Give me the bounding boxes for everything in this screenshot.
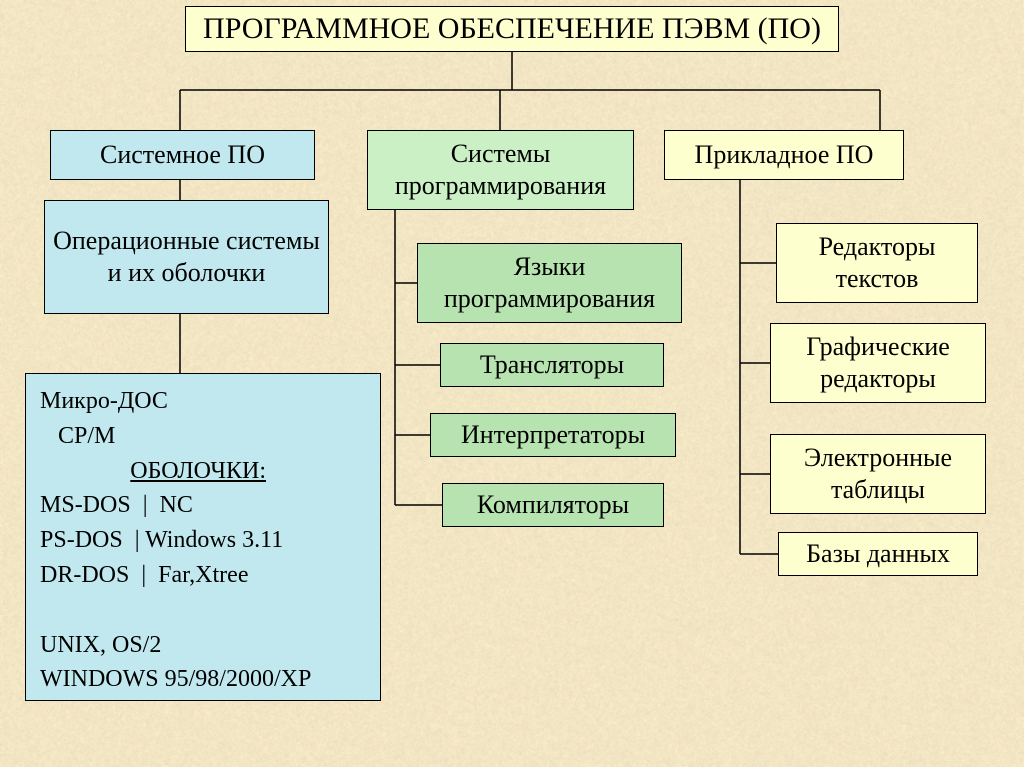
node-grafedit-label: Графические редакторы	[771, 331, 985, 396]
node-app-label: Прикладное ПО	[665, 139, 903, 172]
node-os-label: Операционные системы и их оболочки	[45, 225, 328, 290]
details-line-8: WINDOWS 95/98/2000/XP	[40, 662, 366, 697]
node-textedit: Редакторы текстов	[776, 223, 978, 303]
node-system-label: Системное ПО	[51, 139, 314, 172]
node-db-label: Базы данных	[779, 538, 977, 571]
node-compilers-label: Компиляторы	[443, 489, 663, 522]
node-interp-label: Интерпретаторы	[431, 419, 675, 452]
diagram-title-text: ПРОГРАММНОЕ ОБЕСПЕЧЕНИЕ ПЭВМ (ПО)	[186, 10, 838, 48]
details-line-2: ОБОЛОЧКИ:	[40, 454, 366, 489]
node-spread: Электронные таблицы	[770, 434, 986, 514]
node-os: Операционные системы и их оболочки	[44, 200, 329, 314]
node-compilers: Компиляторы	[442, 483, 664, 527]
os-details-box: Микро-ДОС CP/MОБОЛОЧКИ:MS-DOS | NCPS-DOS…	[25, 373, 381, 701]
node-interp: Интерпретаторы	[430, 413, 676, 457]
node-db: Базы данных	[778, 532, 978, 576]
node-prog: Системы программирования	[367, 130, 634, 210]
diagram-title: ПРОГРАММНОЕ ОБЕСПЕЧЕНИЕ ПЭВМ (ПО)	[185, 6, 839, 52]
node-prog_lang: Языки программирования	[417, 243, 682, 323]
node-spread-label: Электронные таблицы	[771, 442, 985, 507]
node-translators-label: Трансляторы	[441, 349, 663, 382]
details-line-3: MS-DOS | NC	[40, 488, 366, 523]
node-prog-label: Системы программирования	[368, 138, 633, 203]
details-line-4: PS-DOS | Windows 3.11	[40, 523, 366, 558]
node-prog_lang-label: Языки программирования	[418, 251, 681, 316]
details-line-5: DR-DOS | Far,Xtree	[40, 558, 366, 593]
details-line-6	[40, 593, 366, 628]
details-line-1: CP/M	[40, 419, 366, 454]
node-textedit-label: Редакторы текстов	[777, 231, 977, 296]
details-line-0: Микро-ДОС	[40, 384, 366, 419]
node-grafedit: Графические редакторы	[770, 323, 986, 403]
node-system: Системное ПО	[50, 130, 315, 180]
node-translators: Трансляторы	[440, 343, 664, 387]
node-app: Прикладное ПО	[664, 130, 904, 180]
details-line-7: UNIX, OS/2	[40, 628, 366, 663]
